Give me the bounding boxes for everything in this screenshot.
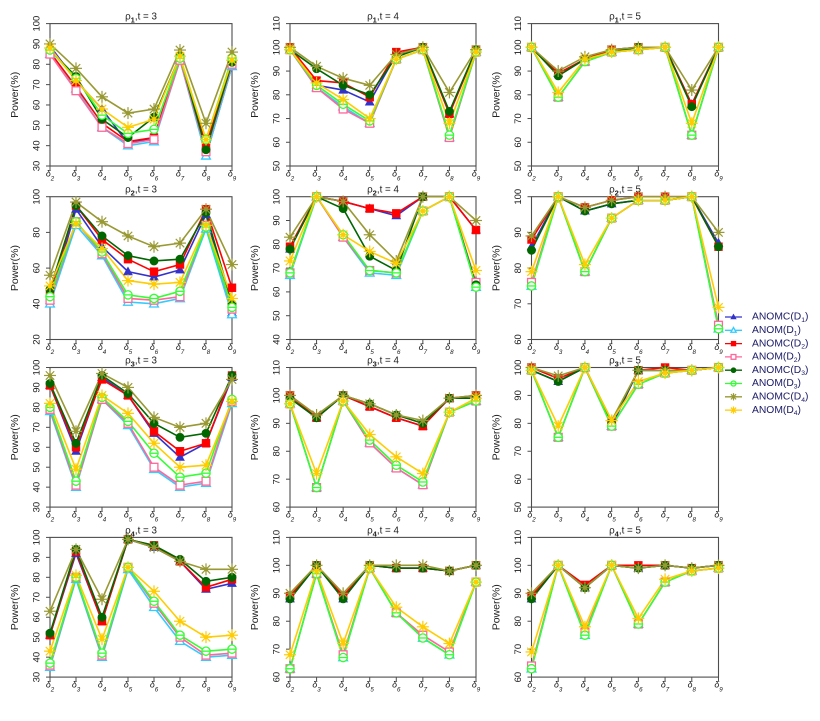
svg-text:70: 70 [32,592,43,603]
svg-text:80: 80 [513,90,524,101]
svg-text:40: 40 [272,334,283,345]
svg-text:ANOM(D3): ANOM(D3) [752,378,801,391]
svg-text:90: 90 [272,66,283,77]
svg-text:20: 20 [32,334,43,345]
svg-text:Power(%): Power(%) [491,584,503,630]
svg-text:80: 80 [272,239,283,250]
svg-text:100: 100 [513,557,524,573]
svg-text:90: 90 [513,227,524,238]
svg-text:70: 70 [32,422,43,433]
svg-text:Power(%): Power(%) [249,414,261,460]
svg-text:90: 90 [272,215,283,226]
svg-text:30: 30 [32,672,43,683]
svg-text:80: 80 [513,616,524,627]
svg-text:60: 60 [513,334,524,345]
svg-text:80: 80 [513,418,524,429]
svg-text:100: 100 [272,39,283,55]
svg-text:50: 50 [32,462,43,473]
svg-text:80: 80 [272,446,283,457]
svg-text:60: 60 [32,100,43,111]
svg-text:80: 80 [513,263,524,274]
svg-text:ANOMC(D3): ANOMC(D3) [752,365,808,378]
svg-text:Power(%): Power(%) [9,245,21,291]
svg-text:60: 60 [32,612,43,623]
svg-text:Power(%): Power(%) [9,414,21,460]
svg-text:100: 100 [272,387,283,403]
svg-text:80: 80 [32,402,43,413]
svg-text:90: 90 [513,390,524,401]
svg-text:70: 70 [513,446,524,457]
svg-text:80: 80 [32,59,43,70]
svg-text:40: 40 [32,140,43,151]
svg-text:60: 60 [32,263,43,274]
svg-text:80: 80 [32,227,43,238]
svg-text:30: 30 [32,161,43,172]
svg-text:100: 100 [513,39,524,55]
svg-text:100: 100 [32,529,43,545]
svg-text:Power(%): Power(%) [249,245,261,291]
svg-text:60: 60 [272,287,283,298]
svg-text:30: 30 [32,502,43,513]
svg-text:60: 60 [272,502,283,513]
svg-text:ANOM(D1): ANOM(D1) [752,325,801,338]
svg-text:90: 90 [32,39,43,50]
svg-text:90: 90 [272,418,283,429]
svg-text:Power(%): Power(%) [249,72,261,118]
svg-text:40: 40 [32,482,43,493]
svg-text:ANOM(D2): ANOM(D2) [752,352,801,365]
svg-text:80: 80 [272,616,283,627]
svg-text:40: 40 [32,652,43,663]
svg-text:80: 80 [32,572,43,583]
svg-text:100: 100 [32,360,43,376]
svg-text:90: 90 [32,382,43,393]
svg-text:100: 100 [513,189,524,205]
svg-text:50: 50 [272,310,283,321]
svg-text:70: 70 [513,299,524,310]
svg-text:100: 100 [513,360,524,376]
svg-text:110: 110 [272,530,283,545]
svg-text:80: 80 [272,90,283,101]
svg-text:Power(%): Power(%) [491,245,503,291]
svg-text:110: 110 [272,16,283,31]
svg-text:Power(%): Power(%) [249,584,261,630]
svg-text:70: 70 [513,113,524,124]
svg-text:60: 60 [513,137,524,148]
svg-text:110: 110 [513,530,524,545]
svg-text:100: 100 [272,189,283,205]
svg-text:110: 110 [272,360,283,375]
svg-text:60: 60 [513,672,524,683]
svg-text:90: 90 [272,588,283,599]
svg-text:ANOM(D4): ANOM(D4) [752,405,801,418]
svg-text:Power(%): Power(%) [9,72,21,118]
svg-text:90: 90 [513,588,524,599]
svg-text:Power(%): Power(%) [491,72,503,118]
svg-text:50: 50 [513,161,524,172]
svg-text:40: 40 [32,299,43,310]
svg-text:100: 100 [32,16,43,32]
svg-text:50: 50 [32,120,43,131]
svg-text:Power(%): Power(%) [9,584,21,630]
svg-text:70: 70 [32,79,43,90]
svg-text:50: 50 [513,502,524,513]
svg-text:110: 110 [513,16,524,31]
svg-text:90: 90 [513,66,524,77]
svg-text:ANOMC(D4): ANOMC(D4) [752,392,808,405]
svg-text:100: 100 [272,557,283,573]
svg-text:60: 60 [272,137,283,148]
svg-text:70: 70 [272,474,283,485]
svg-text:60: 60 [32,442,43,453]
svg-text:70: 70 [513,644,524,655]
svg-text:70: 70 [272,644,283,655]
svg-text:50: 50 [32,632,43,643]
svg-text:ANOMC(D1): ANOMC(D1) [752,312,808,325]
svg-text:70: 70 [272,263,283,274]
svg-text:60: 60 [513,474,524,485]
svg-text:ANOMC(D2): ANOMC(D2) [752,338,808,351]
svg-text:60: 60 [272,672,283,683]
svg-text:70: 70 [272,113,283,124]
svg-text:90: 90 [32,552,43,563]
svg-text:50: 50 [272,161,283,172]
svg-text:100: 100 [32,189,43,205]
svg-text:Power(%): Power(%) [491,414,503,460]
